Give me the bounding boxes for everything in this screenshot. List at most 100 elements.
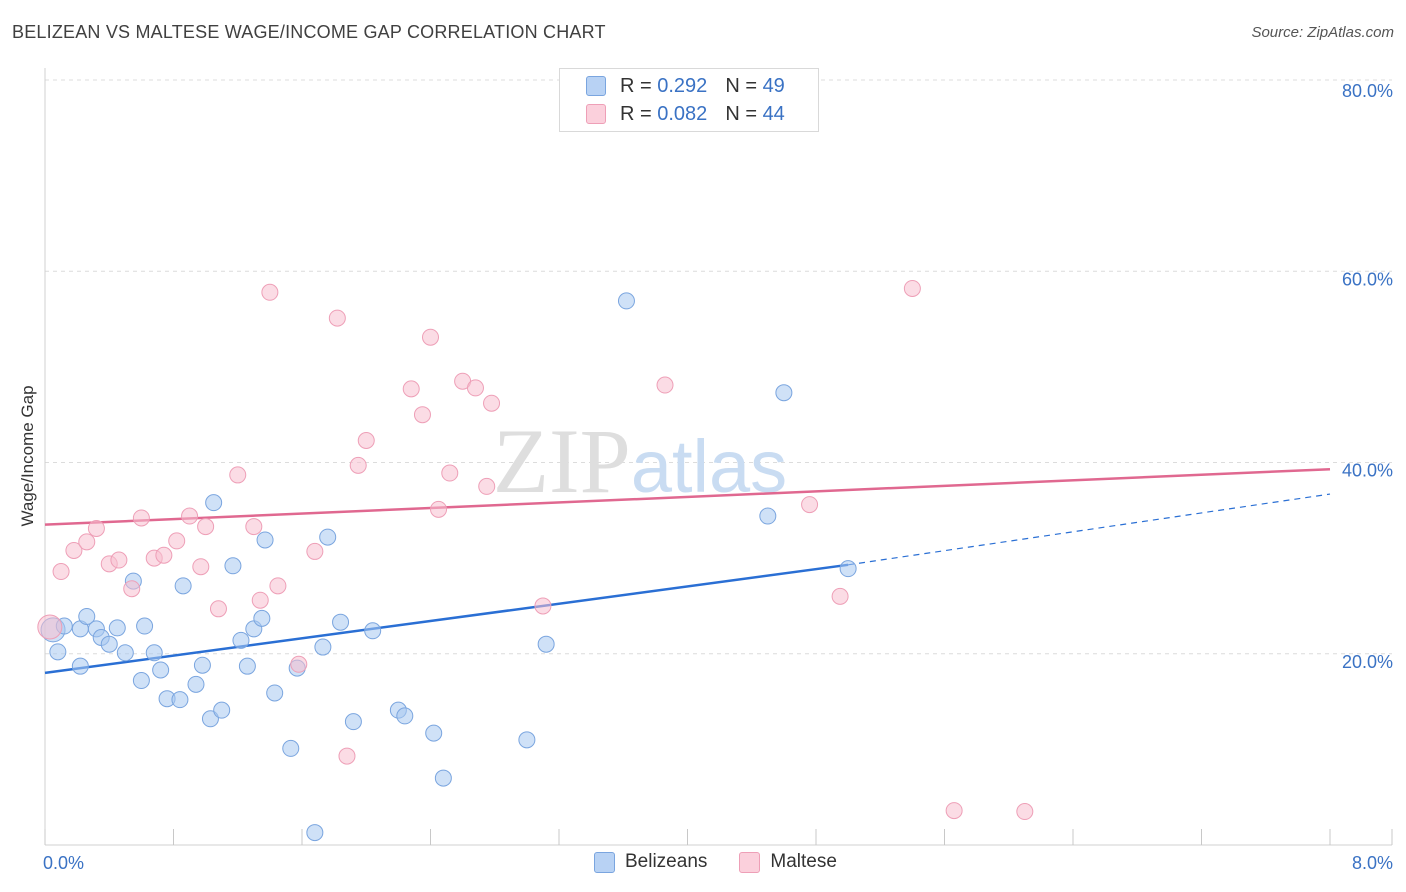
maltese-point bbox=[357, 432, 375, 450]
maltese-legend-swatch bbox=[739, 851, 761, 873]
maltese-point bbox=[261, 283, 279, 301]
belizeans-point bbox=[344, 713, 362, 731]
belizeans-point bbox=[116, 644, 134, 662]
maltese-point bbox=[466, 379, 484, 397]
maltese-point bbox=[52, 563, 70, 581]
maltese-point bbox=[413, 406, 431, 424]
maltese-point bbox=[338, 747, 356, 765]
belizeans-point bbox=[282, 739, 300, 757]
belizeans-trend-extension bbox=[848, 493, 1331, 566]
maltese-point bbox=[349, 456, 367, 474]
r-label: R = bbox=[620, 102, 652, 125]
r-label: R = bbox=[620, 74, 652, 97]
x-tick-label: 0.0% bbox=[43, 853, 84, 873]
belizeans-point bbox=[518, 731, 536, 749]
maltese-point bbox=[251, 591, 269, 609]
belizeans-point bbox=[319, 528, 337, 546]
belizeans-point bbox=[332, 613, 350, 631]
belizeans-point bbox=[187, 675, 205, 693]
belizeans-point bbox=[232, 631, 250, 649]
maltese-point bbox=[831, 587, 849, 605]
maltese-point bbox=[306, 542, 324, 560]
maltese-point bbox=[328, 309, 346, 327]
belizeans-point bbox=[617, 292, 635, 310]
maltese-point bbox=[65, 541, 83, 559]
belizeans-point bbox=[174, 577, 192, 595]
y-tick-label: 80.0% bbox=[1342, 81, 1393, 101]
maltese-swatch bbox=[586, 104, 606, 124]
maltese-r-value: 0.082 bbox=[657, 102, 708, 125]
belizeans-point bbox=[100, 635, 118, 653]
belizeans-point bbox=[759, 507, 777, 525]
belizeans-legend-swatch bbox=[594, 851, 615, 873]
maltese-point bbox=[290, 655, 308, 673]
maltese-point bbox=[37, 614, 63, 640]
tick-labels: 20.0% 40.0% 60.0% 80.0% 0.0% 8.0% bbox=[43, 81, 1393, 873]
maltese-point bbox=[168, 532, 186, 550]
n-label: N = bbox=[725, 102, 757, 125]
maltese-point bbox=[87, 519, 105, 537]
watermark-zip: ZIPatlas bbox=[493, 410, 787, 512]
maltese-point bbox=[155, 546, 173, 564]
belizeans-point bbox=[775, 384, 793, 402]
belizeans-point bbox=[425, 724, 443, 742]
belizeans-point bbox=[224, 557, 242, 575]
belizeans-point bbox=[839, 560, 857, 578]
chart-title: BELIZEAN VS MALTESE WAGE/INCOME GAP CORR… bbox=[12, 22, 606, 42]
n-label: N = bbox=[725, 74, 757, 97]
axes bbox=[44, 68, 1393, 846]
chart-source: Source: ZipAtlas.com bbox=[1251, 24, 1394, 41]
maltese-point bbox=[78, 533, 96, 551]
belizeans-legend-label: Belizeans bbox=[625, 851, 708, 872]
maltese-point bbox=[269, 577, 287, 595]
belizeans-point bbox=[78, 607, 96, 625]
belizeans-point bbox=[132, 672, 150, 690]
belizeans-point bbox=[171, 691, 189, 709]
belizeans-point bbox=[266, 684, 284, 702]
maltese-point bbox=[534, 597, 552, 615]
maltese-point bbox=[209, 600, 227, 618]
maltese-point bbox=[245, 518, 263, 536]
y-tick-label: 40.0% bbox=[1342, 461, 1393, 481]
belizeans-swatch bbox=[586, 76, 606, 96]
legend-row-belizeans: R = 0.292 N = 49 bbox=[560, 73, 785, 99]
maltese-point bbox=[1016, 803, 1034, 821]
maltese-trend-line bbox=[44, 467, 1331, 526]
belizeans-point bbox=[396, 707, 414, 725]
maltese-legend-label: Maltese bbox=[770, 851, 837, 872]
belizeans-point bbox=[434, 769, 452, 787]
belizeans-point bbox=[253, 609, 271, 627]
maltese-point bbox=[132, 509, 150, 527]
trend-lines bbox=[44, 467, 1331, 675]
legend-item-maltese[interactable]: Maltese bbox=[739, 851, 837, 873]
legend-item-belizeans[interactable]: Belizeans bbox=[594, 851, 707, 873]
belizeans-point bbox=[201, 710, 219, 728]
belizeans-point bbox=[71, 657, 89, 675]
y-tick-label: 20.0% bbox=[1342, 652, 1393, 672]
maltese-point bbox=[903, 279, 921, 297]
maltese-point bbox=[402, 380, 420, 398]
maltese-point bbox=[110, 551, 128, 569]
belizeans-point bbox=[306, 824, 324, 842]
maltese-point bbox=[181, 507, 199, 525]
belizeans-point bbox=[314, 638, 332, 656]
maltese-point bbox=[656, 376, 674, 394]
belizeans-trend-line bbox=[44, 563, 849, 675]
correlation-legend: R = 0.292 N = 49 R = 0.082 N = 44 bbox=[559, 68, 819, 132]
data-points bbox=[37, 106, 1034, 842]
belizeans-point bbox=[49, 643, 67, 661]
belizeans-point bbox=[152, 661, 170, 679]
maltese-point bbox=[422, 328, 439, 346]
belizeans-r-value: 0.292 bbox=[657, 74, 708, 97]
belizeans-point bbox=[108, 619, 126, 637]
belizeans-point bbox=[205, 494, 223, 512]
belizeans-point bbox=[145, 644, 163, 662]
x-tick-label: 8.0% bbox=[1352, 853, 1393, 873]
maltese-point bbox=[441, 464, 459, 482]
maltese-point bbox=[801, 496, 819, 514]
legend-row-maltese: R = 0.082 N = 44 bbox=[560, 101, 785, 127]
belizeans-point bbox=[193, 656, 211, 674]
maltese-point bbox=[945, 802, 963, 820]
belizeans-n-value: 49 bbox=[762, 74, 785, 97]
